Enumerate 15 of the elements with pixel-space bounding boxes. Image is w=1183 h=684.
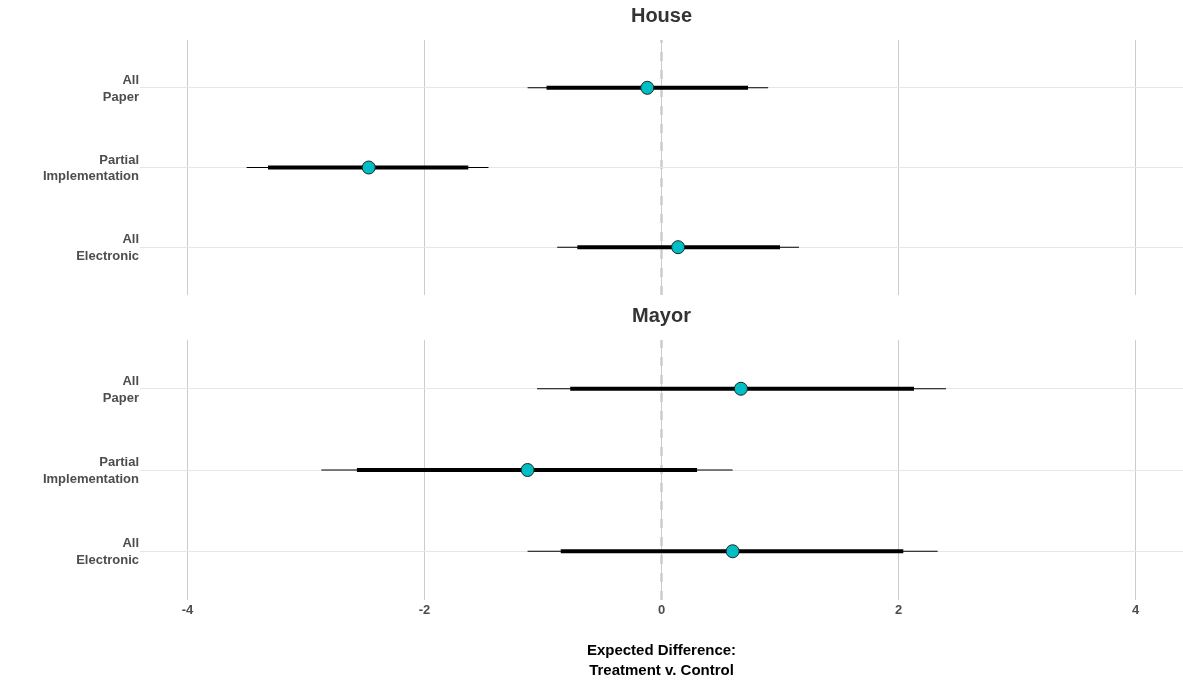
chart-title: Mayor bbox=[632, 304, 692, 326]
y-tick-label: Partial Implementation bbox=[42, 454, 140, 486]
x-tick-label: 0 bbox=[657, 602, 666, 617]
x-tick-label: -4 bbox=[181, 602, 194, 617]
y-tick-label: Partial Implementation bbox=[42, 151, 140, 184]
bar bbox=[356, 467, 698, 473]
y-tick-label: All Paper bbox=[102, 372, 139, 405]
y-tick-label: All Electronic bbox=[76, 231, 139, 264]
x-tick-label: 2 bbox=[894, 602, 903, 617]
chart-title: House bbox=[630, 4, 693, 26]
x-axis-title: Expected Difference: Treatment v. Control bbox=[586, 641, 737, 678]
x-tick-label: -2 bbox=[418, 602, 431, 617]
y-tick-label: All Paper bbox=[102, 71, 139, 104]
x-tick-label: 4 bbox=[1131, 602, 1140, 617]
y-tick-label: All Electronic bbox=[76, 535, 139, 568]
